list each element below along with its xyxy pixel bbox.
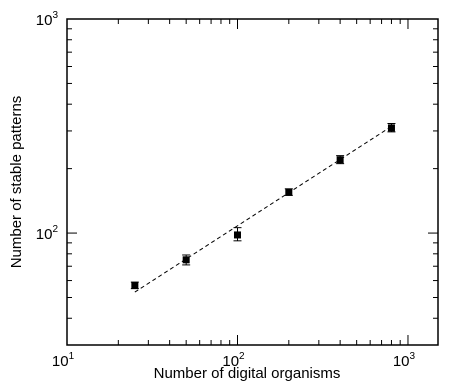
data-point bbox=[387, 122, 396, 133]
data-point bbox=[182, 254, 191, 266]
square-marker bbox=[387, 124, 395, 132]
x-tick-label: 101 bbox=[52, 351, 75, 370]
plot-frame bbox=[66, 18, 439, 346]
minor-ticks bbox=[67, 19, 438, 346]
data-point bbox=[284, 188, 293, 196]
data-points bbox=[130, 122, 396, 290]
x-tick-label: 102 bbox=[222, 351, 245, 370]
square-marker bbox=[285, 188, 293, 196]
square-marker bbox=[131, 281, 139, 289]
x-tick-label: 103 bbox=[393, 351, 416, 370]
y-tick-label: 103 bbox=[36, 10, 59, 29]
x-tick-labels: 101 102 103 bbox=[52, 351, 416, 370]
data-point bbox=[233, 227, 242, 242]
square-marker bbox=[336, 156, 344, 164]
fit-line bbox=[134, 125, 392, 293]
y-axis-label: Number of stable patterns bbox=[8, 96, 25, 269]
y-tick-labels: 102 103 bbox=[36, 10, 59, 243]
y-tick-label: 102 bbox=[36, 224, 59, 243]
square-marker bbox=[233, 231, 241, 239]
data-point bbox=[336, 155, 345, 165]
x-axis-label: Number of digital organisms bbox=[154, 365, 341, 382]
data-point bbox=[130, 281, 139, 290]
square-marker bbox=[182, 256, 190, 264]
major-ticks bbox=[66, 18, 438, 345]
